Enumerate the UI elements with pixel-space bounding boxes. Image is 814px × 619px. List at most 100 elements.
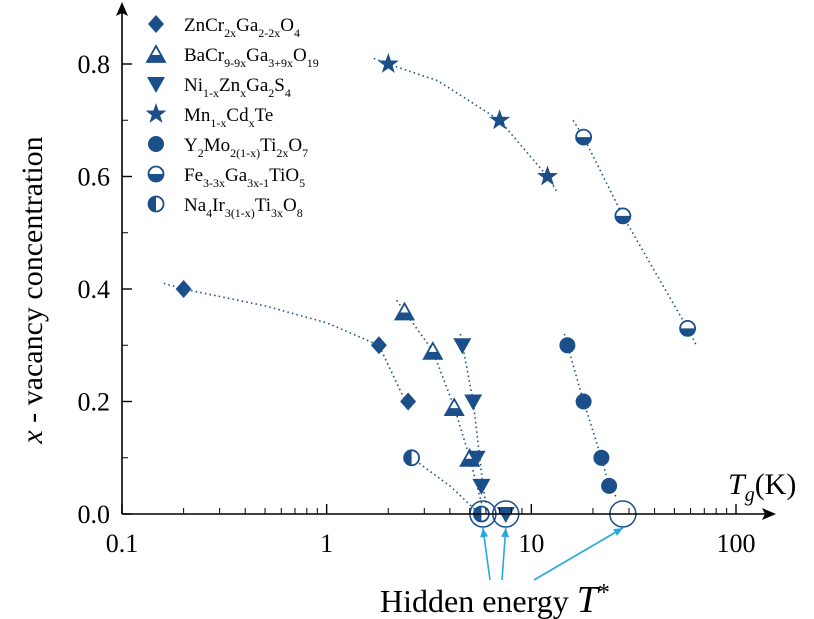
- legend-marker: [147, 77, 165, 93]
- triangle-down-marker: [464, 394, 483, 411]
- y-tick-label: 0.2: [78, 388, 111, 417]
- diamond-marker: [175, 280, 192, 298]
- legend-label-subscript: 4: [206, 206, 212, 220]
- data-point: [422, 341, 444, 360]
- legend-label-part: Ga: [236, 15, 259, 36]
- legend-label-part: O: [283, 195, 297, 216]
- legend-label: Y2Mo2(1-x)Ti2xO7: [184, 135, 308, 160]
- data-point: [679, 319, 696, 337]
- legend-label-subscript: 1-x: [203, 86, 219, 100]
- triangle-half-fill: [395, 312, 414, 320]
- x-axis-label: Tg(K): [728, 468, 796, 506]
- hidden-energy-annotation: Hidden energy T*: [380, 579, 610, 619]
- legend-label-part: ZnCr: [184, 15, 225, 36]
- x-tick-label: 10: [518, 529, 544, 558]
- annotation-text: Hidden energy: [380, 583, 577, 619]
- circle-half-fill: [576, 137, 592, 145]
- axis-labels: x - vacancy concentration Tg(K) Hidden ene…: [16, 136, 796, 619]
- y-axis-label-symbol: x: [16, 430, 49, 445]
- legend-marker: [148, 136, 164, 152]
- star-marker: [145, 103, 167, 123]
- legend-marker: [148, 15, 164, 33]
- legend-label-part: Mo: [204, 135, 230, 156]
- x-axis-label-subscript: g: [745, 484, 755, 506]
- legend-label-part: O: [280, 15, 294, 36]
- annotation-arrowhead: [501, 528, 510, 538]
- data-point: [377, 53, 399, 73]
- triangle-down-marker: [467, 450, 486, 467]
- legend-label-subscript: 3x: [271, 206, 283, 220]
- legend-label-subscript: 2x: [224, 26, 236, 40]
- legend-marker: [145, 103, 167, 123]
- circle-marker: [559, 337, 576, 354]
- legend-label-subscript: 9-9x: [224, 56, 246, 70]
- data-point: [575, 393, 592, 410]
- legend-label: Na4Ir3(1-x)Ti3xO8: [184, 195, 303, 220]
- legend-label: Fe3-3xGa3x-1TiO5: [184, 165, 305, 190]
- annotation-arrowhead: [613, 528, 623, 536]
- circle-half-fill: [680, 328, 696, 336]
- legend-label-part: Ga: [246, 75, 269, 96]
- legend-label-part: Ga: [225, 165, 248, 186]
- diamond-marker: [400, 392, 417, 411]
- legend-label-subscript: 2x: [276, 146, 288, 160]
- x-tick-label: 0.1: [106, 529, 139, 558]
- x-axis-label-symbol: T: [728, 468, 747, 501]
- legend-label-part: Mn: [184, 105, 211, 126]
- circle-half-fill: [404, 450, 412, 466]
- data-point: [393, 301, 416, 321]
- legend-label-part: Te: [255, 105, 274, 126]
- legend-label-subscript: 2: [198, 146, 204, 160]
- legend-item: Y2Mo2(1-x)Ti2xO7: [148, 135, 308, 160]
- data-point: [403, 449, 421, 467]
- data-point: [559, 337, 576, 354]
- guide-line: [572, 119, 698, 346]
- data-point: [443, 397, 465, 417]
- star-marker: [489, 109, 511, 130]
- legend-label-part: Ga: [246, 45, 269, 66]
- data-point: [400, 392, 417, 411]
- data-point: [601, 477, 618, 494]
- legend-label: ZnCr2xGa2-2xO4: [184, 15, 300, 40]
- legend-label-subscript: x: [240, 86, 246, 100]
- legend-label-subscript: x: [249, 116, 255, 130]
- diamond-marker: [370, 336, 387, 355]
- x-tick-label: 1: [320, 529, 333, 558]
- circle-marker: [593, 449, 610, 466]
- data-point: [489, 109, 511, 130]
- data-point: [614, 207, 632, 225]
- annotation-symbol: T: [577, 579, 601, 619]
- triangle-down-marker: [496, 507, 515, 523]
- legend-label-part: Ni: [184, 75, 203, 96]
- legend-label-part: Y: [184, 135, 198, 156]
- legend-label-part: S: [274, 75, 285, 96]
- triangle-down-marker: [453, 338, 472, 355]
- annotation-arrow: [533, 527, 624, 581]
- legend-label-part: Cd: [226, 105, 249, 126]
- legend-label-part: Ti: [260, 135, 276, 156]
- legend-label-subscript: 3(1-x): [225, 206, 255, 220]
- x-axis: 0.1 1 10 100: [106, 504, 776, 558]
- legend-label-part: Ti: [255, 195, 271, 216]
- x-axis-label-unit: (K): [755, 468, 797, 501]
- legend-marker: [147, 165, 165, 183]
- legend-label-part: Zn: [219, 75, 241, 96]
- circle-half-fill: [148, 174, 164, 182]
- data-point: [575, 128, 592, 146]
- legend-label-subscript: 4: [285, 86, 291, 100]
- legend-item: ZnCr2xGa2-2xO4: [148, 15, 300, 40]
- legend-label-subscript: 3x-1: [247, 176, 269, 190]
- data-point: [467, 450, 486, 467]
- legend-marker: [147, 195, 165, 213]
- triangle-down-marker: [147, 77, 165, 93]
- y-tick-label: 0.8: [78, 50, 111, 79]
- data-point: [175, 280, 192, 298]
- y-tick-label: 0.0: [78, 500, 111, 529]
- star-marker: [377, 53, 399, 73]
- legend: ZnCr2xGa2-2xO4BaCr9-9xGa3+9xO19Ni1-xZnxG…: [145, 15, 319, 220]
- legend-label-subscript: 2: [268, 86, 274, 100]
- legend-label: Ni1-xZnxGa2S4: [184, 75, 291, 100]
- legend-label-subscript: 7: [302, 146, 308, 160]
- legend-label-part: TiO: [269, 165, 299, 186]
